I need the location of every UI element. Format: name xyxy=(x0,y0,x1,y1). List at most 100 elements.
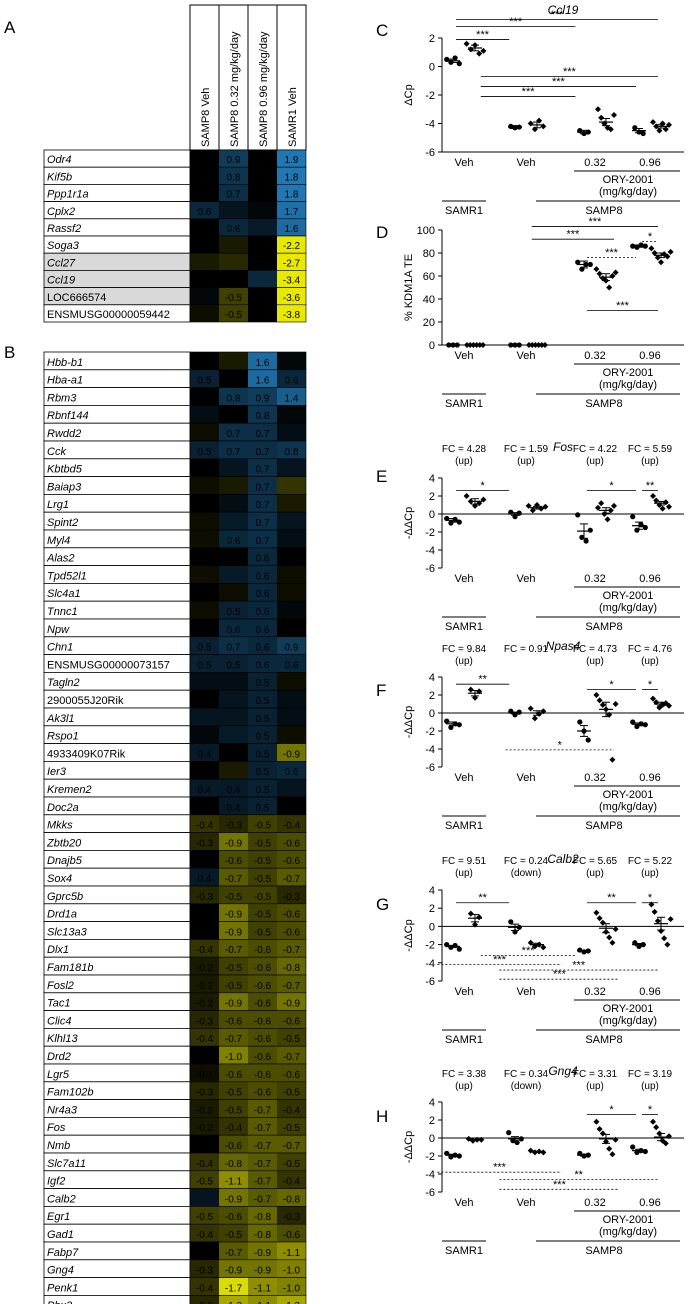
heatmap-cell-value: 0.7 xyxy=(256,465,270,476)
heatmap-cell-value: -0.6 xyxy=(225,1212,243,1223)
heatmap-cell xyxy=(190,1010,219,1029)
heatmap-row: Klhl13 -0.4 -0.7 -0.6 -0.5 xyxy=(43,1028,307,1047)
heatmap-cell xyxy=(190,921,219,940)
heatmap-cell-value: 0.6 xyxy=(285,660,299,671)
heatmap-row: Drd1a -0.9 -0.5 -0.6 xyxy=(43,903,307,922)
heatmap-cell xyxy=(219,1242,248,1260)
heatmap-cell-value: 0.5 xyxy=(227,607,241,618)
heatmap-cell xyxy=(219,512,248,530)
gene-name: Tac1 xyxy=(47,998,70,1010)
heatmap-cell xyxy=(248,779,277,797)
heatmap-cell xyxy=(277,992,306,1011)
group-label: Veh xyxy=(455,1197,474,1209)
significance-label: *** xyxy=(476,29,490,41)
gene-name: Lgr5 xyxy=(47,1069,70,1081)
heatmap-cell-value: -0.5 xyxy=(283,1034,301,1045)
heatmap-cell xyxy=(248,476,277,495)
heatmap-cell-value: 0.6 xyxy=(256,643,270,654)
heatmap-cell xyxy=(219,1046,248,1064)
data-point xyxy=(585,737,591,743)
heatmap-cell-value: -0.5 xyxy=(254,838,272,849)
data-point xyxy=(658,259,664,266)
data-point xyxy=(575,259,581,265)
heatmap-cell-value: 0.6 xyxy=(256,554,270,565)
heatmap-row: Gng4 -0.3 -0.9 -0.9 -1.0 xyxy=(43,1259,307,1279)
heatmap-cell xyxy=(277,352,306,370)
significance-label: * xyxy=(648,231,653,243)
heatmap-cell xyxy=(277,1206,306,1225)
heatmap-cell-value: -0.5 xyxy=(254,821,272,832)
heatmap-cell-value: -0.3 xyxy=(196,1301,214,1304)
heatmap-row: Penk1 -0.4 -1.7 -1.1 -1.0 xyxy=(43,1277,307,1296)
heatmap-cell xyxy=(277,236,306,254)
group-label: 0.96 xyxy=(639,986,660,998)
data-point xyxy=(506,1130,512,1136)
data-series xyxy=(467,910,483,928)
data-point xyxy=(654,917,661,924)
data-series xyxy=(577,947,591,955)
significance-label: *** xyxy=(566,229,580,241)
y-tick-label: 40 xyxy=(423,294,435,306)
heatmap-cell xyxy=(248,1046,277,1064)
heatmap-cell xyxy=(219,1117,248,1136)
data-point xyxy=(583,538,589,544)
y-tick-label: -2 xyxy=(425,527,435,539)
data-series xyxy=(525,502,549,514)
heatmap-cell xyxy=(219,458,248,477)
heatmap-row: Slc13a3 -0.9 -0.5 -0.6 xyxy=(43,921,307,940)
heatmap-cell-value: -0.2 xyxy=(196,1123,214,1134)
heatmap-cell xyxy=(248,708,277,726)
heatmap-cell xyxy=(277,423,306,441)
heatmap-cell xyxy=(190,476,219,495)
gene-name: Ccl19 xyxy=(47,275,75,287)
heatmap-cell xyxy=(190,270,219,288)
significance-label: *** xyxy=(551,9,565,21)
fold-change-label: FC = 9.51 xyxy=(442,856,487,867)
significance-label: *** xyxy=(522,86,536,98)
significance-label: *** xyxy=(509,16,523,28)
heatmap-cell-value: 0.4 xyxy=(227,803,241,814)
heatmap-row: Baiap3 0.7 xyxy=(43,476,307,495)
gene-name: Fam102b xyxy=(47,1087,93,1099)
significance-label: *** xyxy=(605,247,619,259)
heatmap-cell xyxy=(277,779,306,797)
heatmap-row: Ppp1r1a 0.7 1.8 xyxy=(43,183,307,202)
heatmap-cell xyxy=(277,850,306,869)
significance-label: * xyxy=(558,739,563,751)
heatmap-cell xyxy=(248,253,277,271)
group-label: Veh xyxy=(455,573,474,585)
heatmap-cell-value: 0.7 xyxy=(256,518,270,529)
data-point xyxy=(598,500,605,507)
heatmap-cell xyxy=(219,387,248,406)
data-point xyxy=(527,120,534,127)
gene-name: Fam181b xyxy=(47,962,93,974)
data-point xyxy=(464,342,470,348)
heatmap-cell xyxy=(190,1099,219,1118)
heatmap-row: Myl4 0.6 0.7 xyxy=(43,529,307,549)
heatmap-cell xyxy=(248,458,277,477)
heatmap-cell-value: -0.9 xyxy=(225,927,243,938)
gene-name: Lrg1 xyxy=(47,499,69,511)
data-series xyxy=(464,342,486,348)
heatmap-row: Ak3l1 0.5 xyxy=(43,707,307,727)
heatmap-cell xyxy=(248,1117,277,1136)
heatmap-cell xyxy=(219,1224,248,1242)
heatmap-row: Kif5b 0.8 1.8 xyxy=(43,166,307,185)
heatmap-cell xyxy=(248,939,277,958)
heatmap-cell xyxy=(190,1295,219,1304)
data-point xyxy=(612,926,619,933)
heatmap-row: Slc4a1 0.6 xyxy=(43,583,307,602)
data-point xyxy=(607,126,614,133)
gene-name: Clic4 xyxy=(47,1015,71,1027)
gene-name: Ier3 xyxy=(47,766,67,778)
heatmap-cell-value: 1.9 xyxy=(285,155,299,166)
y-tick-label: -4 xyxy=(425,1169,435,1181)
heatmap-cell xyxy=(277,797,306,815)
gene-name: Myl4 xyxy=(47,535,70,547)
dose-label: (mg/kg/day) xyxy=(599,602,657,614)
y-tick-label: 0 xyxy=(429,921,435,933)
data-point xyxy=(611,111,617,118)
heatmap-cell xyxy=(190,636,219,655)
heatmap-cell xyxy=(219,405,248,424)
heatmap-cell-value: 0.9 xyxy=(256,393,270,404)
